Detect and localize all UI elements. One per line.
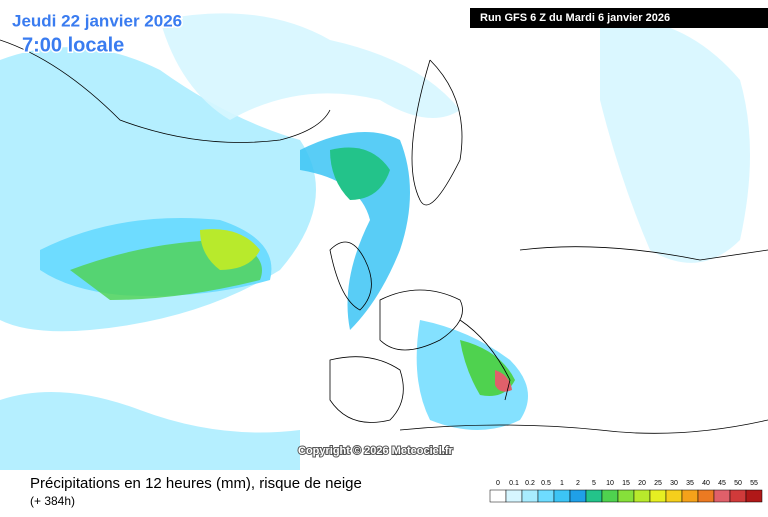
legend-label: 55 [750, 480, 758, 487]
precipitation-field [0, 13, 750, 470]
legend-label: 0 [496, 480, 500, 487]
legend-label: 15 [622, 480, 630, 487]
legend-label: 50 [734, 480, 742, 487]
legend-label: 35 [686, 480, 694, 487]
copyright: Copyright © 2026 Meteociel.fr [298, 445, 454, 457]
legend-swatch [713, 489, 731, 503]
legend-swatch [553, 489, 571, 503]
legend-label: 0.1 [509, 480, 519, 487]
legend-swatch [649, 489, 667, 503]
legend-swatch [745, 489, 763, 503]
legend-label: 40 [702, 480, 710, 487]
legend-label: 2 [576, 480, 580, 487]
legend-swatch [697, 489, 715, 503]
legend-label: 20 [638, 480, 646, 487]
legend-swatch [729, 489, 747, 503]
legend-label: 45 [718, 480, 726, 487]
legend-swatch [665, 489, 683, 503]
legend-swatch [585, 489, 603, 503]
legend-label: 0.5 [541, 480, 551, 487]
legend: 0 0.1 0.2 0.5 1 2 5 10 15 20 25 30 35 40 45 50 55 [489, 480, 763, 503]
legend-label: 0.2 [525, 480, 535, 487]
legend-label: 10 [606, 480, 614, 487]
legend-swatch [521, 489, 539, 503]
legend-swatch [601, 489, 619, 503]
legend-swatch [489, 489, 507, 503]
legend-swatch [569, 489, 587, 503]
legend-swatch [681, 489, 699, 503]
legend-label: 5 [592, 480, 596, 487]
legend-swatch [617, 489, 635, 503]
legend-swatch [505, 489, 523, 503]
run-info: Run GFS 6 Z du Mardi 6 janvier 2026 [480, 12, 670, 24]
legend-label: 30 [670, 480, 678, 487]
legend-swatch [537, 489, 555, 503]
date-title: Jeudi 22 janvier 2026 [12, 11, 182, 30]
coastlines [0, 39, 768, 434]
time-title: 7:00 locale [22, 34, 124, 56]
run-box [470, 8, 768, 28]
legend-swatch [633, 489, 651, 503]
caption-lead: (+ 384h) [30, 494, 75, 508]
legend-label: 25 [654, 480, 662, 487]
caption-title: Précipitations en 12 heures (mm), risque… [30, 475, 362, 492]
legend-label: 1 [560, 480, 564, 487]
